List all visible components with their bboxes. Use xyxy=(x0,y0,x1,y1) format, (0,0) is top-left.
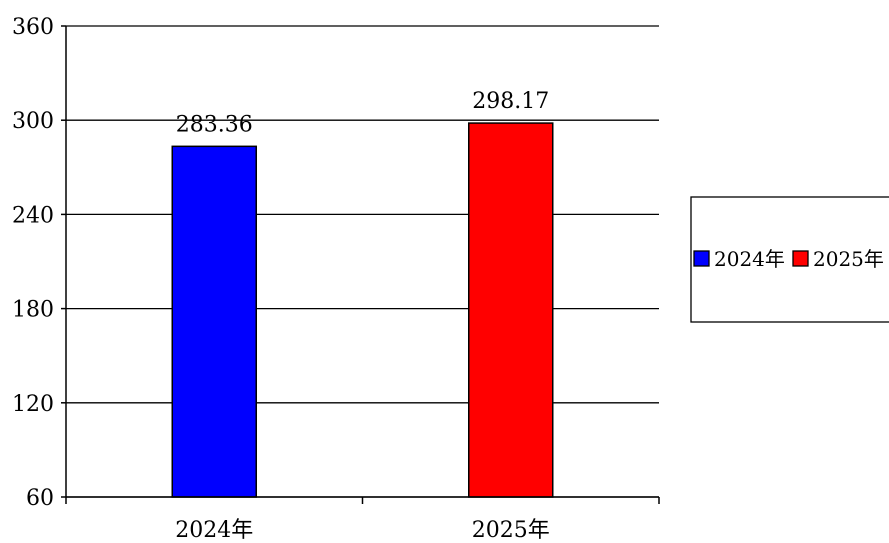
gridlines xyxy=(66,25,659,498)
legend: 2024年 2025年 xyxy=(690,196,889,323)
value-label: 283.36 xyxy=(176,112,253,137)
value-labels: 283.36 298.17 xyxy=(176,89,549,137)
y-tick-labels: 60 120 180 240 300 360 xyxy=(12,15,54,511)
y-tick-label: 300 xyxy=(12,109,54,134)
value-label: 298.17 xyxy=(472,89,549,114)
y-tick-label: 60 xyxy=(26,486,54,511)
x-tick-label: 2025年 xyxy=(472,518,550,543)
y-tick-label: 240 xyxy=(12,203,54,228)
bar-0 xyxy=(171,145,257,498)
x-tick-labels: 2024年 2025年 xyxy=(175,518,550,543)
legend-label: 2025年 xyxy=(813,247,884,271)
bars xyxy=(171,122,554,498)
y-tick-label: 120 xyxy=(12,392,54,417)
x-tick-label: 2024年 xyxy=(175,518,253,543)
y-tick-label: 180 xyxy=(12,298,54,323)
legend-swatch xyxy=(693,250,710,267)
legend-label: 2024年 xyxy=(714,247,785,271)
legend-swatch xyxy=(792,250,809,267)
axes xyxy=(61,25,660,504)
bar-1 xyxy=(468,122,554,498)
y-tick-label: 360 xyxy=(12,15,54,40)
legend-box xyxy=(690,196,889,323)
